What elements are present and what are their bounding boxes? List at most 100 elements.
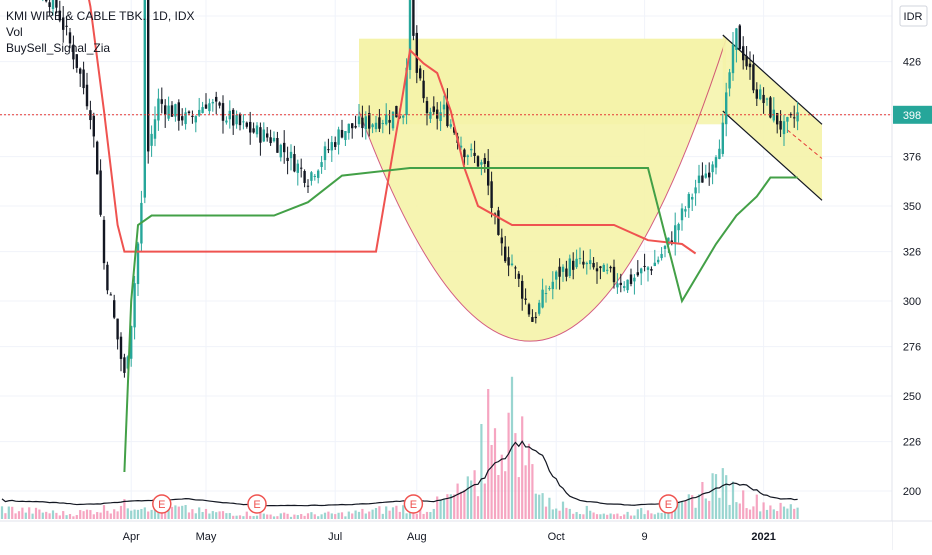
candle-body bbox=[201, 107, 204, 114]
volume-bar bbox=[561, 501, 565, 519]
candle-body bbox=[153, 119, 157, 139]
candle-body bbox=[544, 293, 548, 295]
volume-bar bbox=[711, 473, 714, 519]
symbol-title[interactable]: KMI WIRE & CABLE TBK., 1D, IDX bbox=[6, 9, 195, 23]
candle-body bbox=[572, 260, 575, 270]
volume-bar bbox=[517, 477, 520, 519]
candle-body bbox=[344, 130, 347, 141]
earnings-circle bbox=[152, 494, 172, 514]
candle-body bbox=[187, 111, 191, 114]
candle-body bbox=[449, 124, 452, 127]
candle-body bbox=[619, 282, 622, 286]
candle-body bbox=[776, 113, 779, 125]
volume-bar bbox=[21, 507, 24, 519]
candle-body bbox=[242, 121, 245, 123]
candle-body bbox=[170, 105, 174, 117]
volume-bar bbox=[296, 515, 299, 519]
candle-body bbox=[786, 117, 789, 122]
volume-bar bbox=[344, 516, 347, 519]
volume-bar bbox=[796, 507, 799, 519]
candle-body bbox=[119, 336, 123, 359]
candle-body bbox=[782, 121, 786, 135]
candle-body bbox=[364, 116, 367, 130]
candle-body bbox=[130, 325, 133, 359]
candle-body bbox=[62, 17, 65, 30]
candle-body bbox=[779, 120, 782, 130]
volume-bar bbox=[327, 511, 330, 519]
volume-bar bbox=[568, 508, 571, 519]
volume-bar bbox=[249, 515, 252, 519]
candle-body bbox=[51, 0, 55, 10]
volume-bar bbox=[82, 511, 85, 519]
volume-bar bbox=[667, 512, 670, 519]
candle-body bbox=[89, 110, 92, 121]
volume-bar bbox=[170, 506, 174, 519]
candle-body bbox=[75, 54, 78, 68]
volume-bar bbox=[136, 509, 140, 519]
candle-body bbox=[504, 246, 507, 262]
volume-bar bbox=[351, 513, 354, 519]
volume-bar bbox=[425, 511, 429, 519]
candle-body bbox=[272, 137, 276, 142]
candle-body bbox=[616, 283, 619, 288]
time-axis[interactable]: Apr May Jul Aug Oct 9 2021 bbox=[0, 520, 932, 550]
volume-bar bbox=[432, 508, 435, 519]
candle-body bbox=[534, 316, 537, 319]
volume-bar bbox=[99, 512, 102, 519]
legend-volume[interactable]: Vol bbox=[6, 25, 23, 39]
volume-bar bbox=[708, 500, 711, 519]
candle-body bbox=[731, 44, 735, 74]
volume-bar bbox=[759, 511, 762, 519]
candle-body bbox=[745, 55, 748, 67]
candle-body bbox=[704, 173, 707, 178]
candle-body bbox=[249, 121, 252, 133]
time-axis-background bbox=[0, 521, 892, 550]
candle-body bbox=[436, 109, 439, 119]
volume-bar bbox=[551, 509, 554, 519]
price-tick-label: 200 bbox=[903, 486, 921, 498]
candle-body bbox=[215, 96, 218, 102]
candle-body bbox=[585, 262, 588, 265]
volume-bar bbox=[606, 514, 609, 519]
candle-body bbox=[245, 122, 248, 127]
candle-body bbox=[208, 103, 211, 112]
candle-body bbox=[340, 129, 344, 138]
volume-bar bbox=[629, 515, 633, 519]
volume-bar bbox=[174, 505, 177, 519]
candle-body bbox=[626, 279, 629, 291]
volume-bar bbox=[493, 428, 497, 519]
volume-bar bbox=[75, 515, 78, 519]
candle-body bbox=[354, 125, 357, 128]
volume-bar bbox=[65, 515, 68, 519]
candle-body bbox=[174, 104, 177, 117]
candle-body bbox=[623, 286, 626, 288]
price-tick-label: 300 bbox=[903, 296, 921, 308]
volume-bar bbox=[623, 514, 626, 519]
volume-bar bbox=[14, 513, 17, 519]
volume-bar bbox=[527, 443, 531, 519]
volume-bar bbox=[286, 513, 289, 519]
volume-bar bbox=[385, 506, 388, 519]
candle-body bbox=[133, 283, 136, 328]
candle-body bbox=[646, 267, 650, 270]
volume-bar bbox=[232, 515, 235, 519]
earnings-circle bbox=[403, 494, 424, 514]
volume-bar bbox=[106, 510, 109, 519]
candle-body bbox=[266, 133, 269, 138]
candle-body bbox=[303, 170, 306, 183]
candle-body bbox=[385, 114, 388, 125]
price-axis[interactable]: 5505265004764504263983763503263002762502… bbox=[891, 0, 932, 550]
currency-label[interactable]: IDR bbox=[899, 5, 928, 27]
volume-bar bbox=[742, 490, 745, 519]
candle-body bbox=[555, 271, 558, 280]
candle-body bbox=[374, 122, 378, 130]
volume-bar bbox=[0, 506, 4, 519]
volume-bar bbox=[663, 512, 667, 519]
candle-body bbox=[204, 104, 208, 109]
volume-bar bbox=[269, 514, 272, 519]
legend-indicator[interactable]: BuySell_Signal_Zia bbox=[6, 41, 111, 55]
volume-bar bbox=[388, 510, 391, 519]
